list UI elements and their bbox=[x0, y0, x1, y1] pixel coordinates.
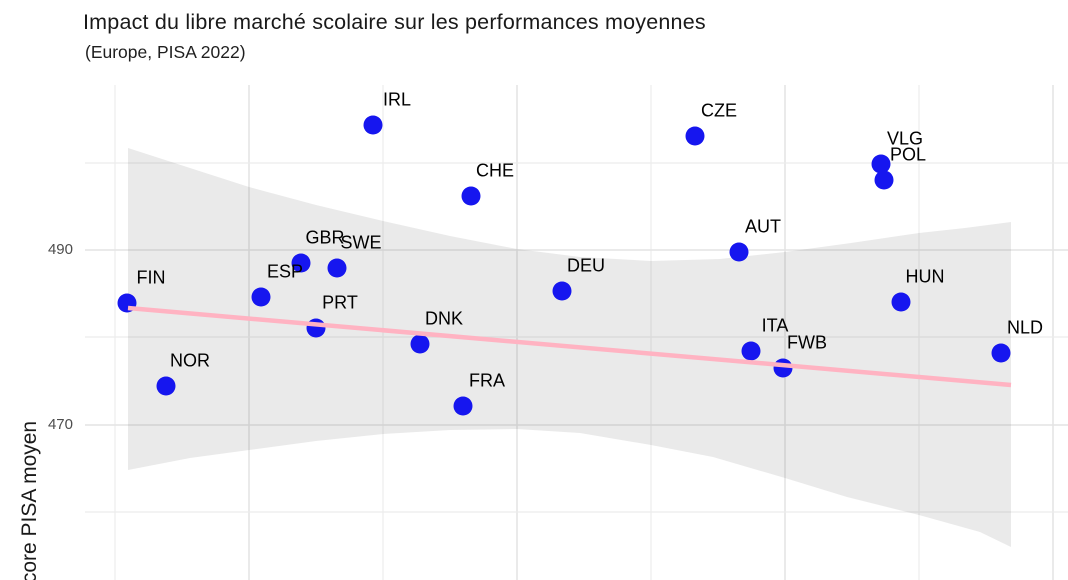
data-point bbox=[891, 292, 911, 312]
point-label: ESP bbox=[267, 261, 303, 281]
trend-line bbox=[127, 305, 1012, 388]
point-label: GBR bbox=[305, 227, 344, 247]
data-point bbox=[874, 170, 894, 190]
point-label: NOR bbox=[170, 350, 210, 370]
data-point bbox=[363, 115, 383, 135]
y-tick-label: 490 bbox=[47, 241, 73, 258]
y-axis-title: Score PISA moyen bbox=[18, 420, 41, 580]
point-label: POL bbox=[890, 144, 926, 164]
point-label: CHE bbox=[476, 160, 514, 180]
data-point bbox=[991, 343, 1011, 363]
point-label: AUT bbox=[745, 216, 781, 236]
data-point bbox=[461, 186, 481, 206]
point-label: HUN bbox=[906, 266, 945, 286]
data-point bbox=[306, 318, 326, 338]
point-label: NLD bbox=[1007, 317, 1043, 337]
data-point bbox=[291, 253, 311, 273]
point-label: IRL bbox=[383, 89, 411, 109]
point-label: SWE bbox=[340, 232, 381, 252]
point-label: VLG bbox=[887, 128, 923, 148]
point-label: DEU bbox=[567, 255, 605, 275]
y-tick-label: 470 bbox=[47, 416, 73, 433]
data-point bbox=[741, 341, 761, 361]
data-point bbox=[685, 126, 705, 146]
data-point bbox=[729, 242, 749, 262]
point-label: ITA bbox=[762, 315, 789, 335]
chart-subtitle: (Europe, PISA 2022) bbox=[85, 42, 246, 62]
point-label: FIN bbox=[137, 267, 166, 287]
data-point bbox=[453, 396, 473, 416]
point-label: FRA bbox=[469, 370, 505, 390]
chart-title: Impact du libre marché scolaire sur les … bbox=[83, 10, 706, 34]
point-label: PRT bbox=[322, 292, 358, 312]
point-label: FWB bbox=[787, 332, 827, 352]
data-point bbox=[773, 358, 793, 378]
data-point bbox=[552, 281, 572, 301]
point-label: DNK bbox=[425, 308, 463, 328]
data-point bbox=[410, 334, 430, 354]
data-point bbox=[327, 258, 347, 278]
data-point bbox=[871, 154, 891, 174]
point-label: CZE bbox=[701, 100, 737, 120]
data-point bbox=[156, 376, 176, 396]
data-point bbox=[251, 287, 271, 307]
